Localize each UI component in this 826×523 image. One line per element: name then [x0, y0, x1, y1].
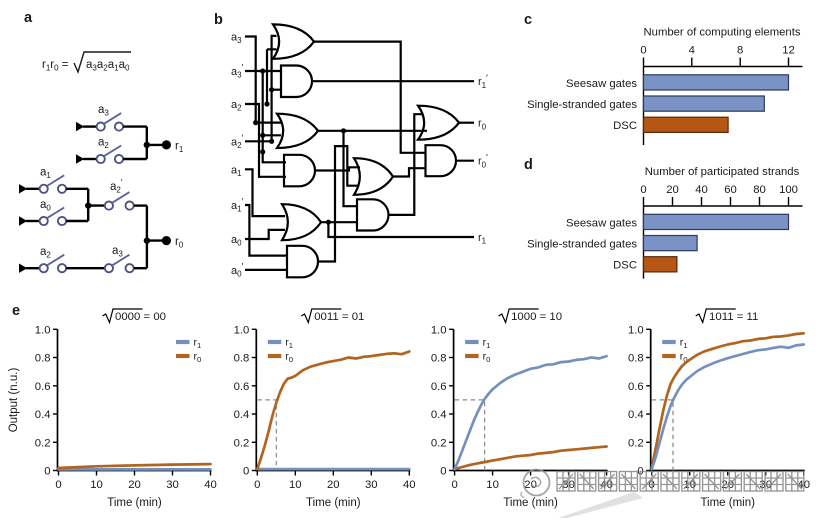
svg-text:r1: r1 — [483, 337, 491, 350]
svg-text:0: 0 — [243, 466, 249, 478]
svg-text:0: 0 — [44, 466, 50, 478]
svg-text:Time (min): Time (min) — [306, 497, 361, 509]
svg-text:0.8: 0.8 — [628, 353, 644, 365]
svg-text:Time (min): Time (min) — [700, 497, 755, 509]
svg-text:40: 40 — [695, 184, 708, 196]
svg-text:r1: r1 — [680, 337, 688, 350]
svg-text:a2: a2 — [40, 246, 51, 260]
svg-text:1.0: 1.0 — [431, 324, 447, 336]
svg-text:r1′: r1′ — [478, 73, 488, 90]
svg-text:20: 20 — [128, 479, 141, 491]
svg-text:0: 0 — [640, 45, 646, 57]
svg-text:0: 0 — [254, 479, 260, 491]
svg-text:0.8: 0.8 — [35, 353, 51, 365]
svg-text:Single-stranded gates: Single-stranded gates — [527, 99, 637, 111]
svg-text:0.2: 0.2 — [431, 437, 447, 449]
svg-text:1.0: 1.0 — [234, 324, 250, 336]
svg-text:r1: r1 — [478, 232, 487, 246]
svg-text:40: 40 — [204, 479, 217, 491]
svg-text:r0′: r0′ — [478, 152, 488, 169]
svg-text:c: c — [524, 12, 532, 28]
svg-text:a1′: a1′ — [231, 197, 244, 214]
svg-text:r1r0 =: r1r0 = — [42, 59, 69, 73]
svg-text:0.4: 0.4 — [431, 409, 447, 421]
svg-text:0.4: 0.4 — [628, 409, 644, 421]
svg-text:r0: r0 — [194, 351, 202, 364]
svg-text:10: 10 — [90, 479, 103, 491]
svg-text:a1: a1 — [231, 164, 242, 178]
svg-text:Seesaw gates: Seesaw gates — [566, 217, 637, 229]
svg-text:a2′: a2′ — [231, 133, 244, 150]
svg-text:0011 = 01: 0011 = 01 — [314, 311, 364, 323]
svg-text:60: 60 — [724, 184, 737, 196]
svg-text:8: 8 — [737, 45, 743, 57]
svg-text:0.6: 0.6 — [628, 381, 644, 393]
svg-text:0.2: 0.2 — [234, 437, 250, 449]
svg-text:1.0: 1.0 — [628, 324, 644, 336]
svg-text:a: a — [24, 10, 33, 26]
svg-text:DSC: DSC — [613, 120, 637, 132]
svg-text:a3′: a3′ — [231, 63, 244, 80]
svg-text:r0: r0 — [175, 236, 184, 250]
svg-text:b: b — [214, 12, 223, 28]
svg-text:a3a2a1a0: a3a2a1a0 — [86, 59, 130, 73]
svg-text:0: 0 — [451, 479, 457, 491]
svg-text:Time (min): Time (min) — [503, 497, 558, 509]
svg-text:12: 12 — [782, 45, 795, 57]
svg-text:a2′: a2′ — [110, 178, 123, 195]
svg-text:40: 40 — [403, 479, 416, 491]
svg-text:4: 4 — [689, 45, 695, 57]
svg-text:100: 100 — [779, 184, 798, 196]
svg-text:Number of participated strands: Number of participated strands — [645, 166, 800, 178]
svg-text:a2: a2 — [98, 137, 109, 151]
svg-text:80: 80 — [753, 184, 766, 196]
svg-text:Seesaw gates: Seesaw gates — [566, 78, 637, 90]
svg-text:a3: a3 — [112, 245, 123, 259]
svg-text:0: 0 — [55, 479, 61, 491]
svg-text:r1: r1 — [285, 337, 293, 350]
svg-text:10: 10 — [289, 479, 302, 491]
svg-text:a2: a2 — [231, 99, 242, 113]
svg-text:0.2: 0.2 — [35, 437, 51, 449]
svg-text:Single-stranded gates: Single-stranded gates — [527, 239, 637, 251]
svg-text:d: d — [524, 157, 533, 173]
svg-text:r0: r0 — [483, 351, 491, 364]
svg-text:a3: a3 — [231, 32, 242, 46]
svg-text:10: 10 — [486, 479, 499, 491]
svg-text:0: 0 — [640, 184, 646, 196]
svg-text:r1: r1 — [175, 141, 184, 155]
svg-text:30: 30 — [166, 479, 179, 491]
svg-text:0.4: 0.4 — [35, 409, 51, 421]
svg-text:Output (n.u.): Output (n.u.) — [8, 368, 20, 433]
svg-text:1000 = 10: 1000 = 10 — [511, 311, 562, 323]
svg-text:0.6: 0.6 — [431, 381, 447, 393]
svg-text:0: 0 — [440, 466, 446, 478]
svg-text:r0: r0 — [680, 351, 688, 364]
svg-text:r1: r1 — [194, 337, 202, 350]
svg-text:30: 30 — [365, 479, 378, 491]
svg-text:Time (min): Time (min) — [107, 497, 162, 509]
svg-text:r0: r0 — [478, 118, 487, 132]
svg-text:1.0: 1.0 — [35, 324, 51, 336]
svg-text:0.4: 0.4 — [234, 409, 250, 421]
svg-text:20: 20 — [666, 184, 679, 196]
svg-text:e: e — [12, 303, 20, 319]
svg-text:0000 = 00: 0000 = 00 — [115, 311, 166, 323]
svg-text:20: 20 — [327, 479, 340, 491]
svg-text:1011 = 11: 1011 = 11 — [709, 311, 758, 323]
svg-text:r0: r0 — [285, 351, 293, 364]
svg-text:a0: a0 — [231, 234, 242, 248]
svg-text:a3: a3 — [98, 104, 109, 118]
svg-text:a0: a0 — [40, 199, 51, 213]
svg-text:a1: a1 — [40, 167, 51, 181]
svg-text:20: 20 — [524, 479, 537, 491]
svg-text:0.8: 0.8 — [431, 353, 447, 365]
svg-text:0.2: 0.2 — [628, 437, 644, 449]
svg-text:DSC: DSC — [613, 260, 637, 272]
svg-text:0.8: 0.8 — [234, 353, 250, 365]
svg-text:0.6: 0.6 — [35, 381, 51, 393]
svg-text:0.6: 0.6 — [234, 381, 250, 393]
svg-text:Number of computing elements: Number of computing elements — [644, 27, 801, 39]
svg-text:a0′: a0′ — [231, 262, 244, 279]
